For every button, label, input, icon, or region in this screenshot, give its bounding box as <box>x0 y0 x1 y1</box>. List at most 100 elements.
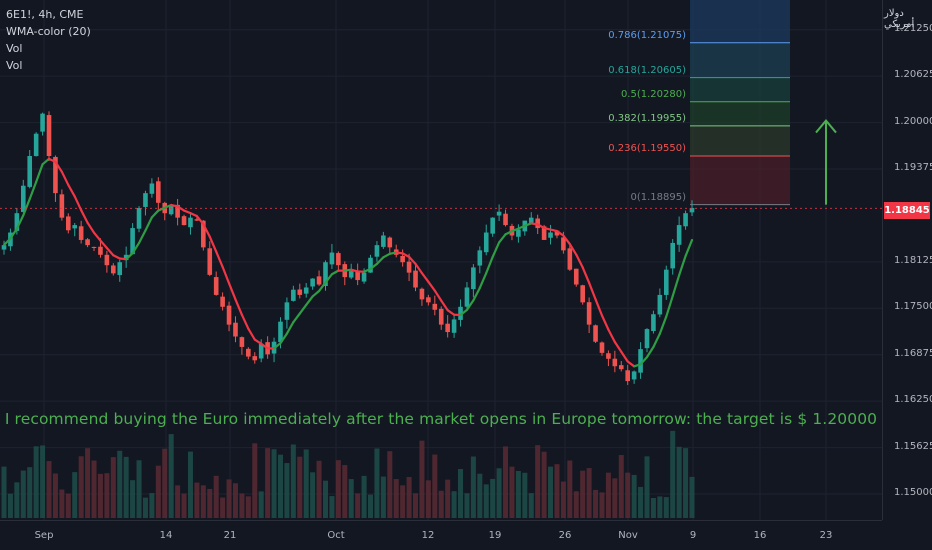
price-axis[interactable]: 1.21250 1.20625 1.20000 1.19375 1.18125 1.175… <box>882 0 932 520</box>
volume-bar <box>284 463 290 518</box>
volume-bar <box>59 489 65 518</box>
chart-plot-area[interactable] <box>0 0 882 520</box>
price-tick-label: 1.21250 <box>894 22 932 34</box>
candle-body <box>226 305 232 325</box>
candle-body <box>657 294 663 315</box>
volume-bar <box>181 493 187 518</box>
volume-bar <box>445 479 451 518</box>
symbol-label[interactable]: 6E1!, 4h, CME <box>6 8 84 21</box>
candle-body <box>683 213 688 227</box>
wma-segment <box>279 332 289 345</box>
volume-bar <box>155 465 161 518</box>
volume-bar <box>451 491 457 518</box>
price-tick-label: 1.18125 <box>894 254 932 266</box>
wma-segment <box>86 221 96 234</box>
wma-segment <box>324 273 334 284</box>
candle-body <box>130 228 135 255</box>
chart-legend: 6E1!, 4h, CME WMA-color (20) Vol Vol <box>6 6 91 74</box>
fib-level-label: 0.786(1.21075) <box>608 29 686 41</box>
wma-segment <box>105 246 115 257</box>
indicator-label[interactable]: WMA-color (20) <box>6 25 91 38</box>
wma-segment <box>285 321 295 335</box>
candle-body <box>123 254 129 261</box>
volume-bar <box>104 473 110 518</box>
candle-body <box>117 262 123 276</box>
wma-segment <box>626 360 636 368</box>
candle-body <box>496 211 502 216</box>
volume-bar <box>644 456 650 518</box>
wma-segment <box>221 265 231 285</box>
currency-label: دولار أمريكي <box>884 8 915 30</box>
wma-segment <box>420 272 430 283</box>
volume-bar <box>65 493 71 518</box>
wma-segment <box>433 289 443 302</box>
fib-zone <box>690 42 790 78</box>
volume-bar <box>342 465 348 518</box>
candle-body <box>156 181 161 203</box>
candle-body <box>631 371 637 380</box>
wma-segment <box>112 254 121 260</box>
candle-body <box>561 237 566 251</box>
volume-bar <box>78 456 84 518</box>
wma-segment <box>465 299 475 311</box>
wma-segment <box>613 340 623 353</box>
candle-body <box>40 113 45 132</box>
candle-body <box>586 302 592 325</box>
wma-segment <box>189 212 198 218</box>
volume-bar <box>316 460 322 518</box>
candle-body <box>445 323 450 333</box>
volume-bar <box>380 476 386 518</box>
wma-segment <box>202 223 211 238</box>
volume-bar <box>387 451 393 518</box>
wma-segment <box>15 214 25 230</box>
volume-bar <box>657 496 663 518</box>
wma-segment <box>182 209 192 215</box>
candle-body <box>59 194 65 218</box>
candle-body <box>670 242 676 269</box>
fib-level-label: 0.236(1.19550) <box>608 143 686 154</box>
wma-segment <box>99 239 108 250</box>
fib-zone <box>690 77 790 102</box>
volume-bar <box>239 493 245 518</box>
volume-bar <box>46 461 52 518</box>
time-tick-label: Nov <box>618 530 638 541</box>
candle-body <box>181 216 187 226</box>
candle-body <box>387 237 393 248</box>
volume-bar <box>618 455 624 518</box>
volume-bar <box>27 467 33 518</box>
volume-bar <box>97 473 103 518</box>
candle-body <box>400 255 405 263</box>
price-tick-label: 1.16875 <box>894 347 932 359</box>
volume-bar <box>663 497 669 518</box>
volume-bar <box>187 451 193 518</box>
price-tick-label: 1.15625 <box>894 440 932 452</box>
volume-bar <box>464 493 470 518</box>
wma-segment <box>440 299 449 312</box>
wma-segment <box>600 314 610 331</box>
volume-bar <box>438 490 444 518</box>
wma-segment <box>157 206 166 212</box>
volume-label-2[interactable]: Vol <box>6 59 23 72</box>
volume-bar <box>232 483 238 518</box>
time-axis[interactable]: Sep 14 21 Oct 12 19 26 Nov 9 16 23 <box>0 520 882 550</box>
price-tick-label: 1.20000 <box>894 115 932 127</box>
wma-segment <box>234 298 244 316</box>
wma-segment <box>658 315 668 335</box>
volume-bar <box>149 493 155 518</box>
volume-bar <box>175 485 181 518</box>
volume-label-1[interactable]: Vol <box>6 42 23 55</box>
wma-segment <box>215 250 224 268</box>
volume-bar <box>110 457 116 518</box>
last-price-badge: 1.18845 <box>884 202 930 219</box>
candle-body <box>580 285 585 303</box>
candle-body <box>233 322 238 337</box>
volume-bar <box>40 445 46 518</box>
wma-segment <box>684 238 694 258</box>
wma-segment <box>498 233 507 244</box>
volume-bar <box>91 460 97 518</box>
annotation-text[interactable]: I recommend buying the Euro immediately … <box>4 410 878 428</box>
fibonacci-retracement[interactable] <box>690 0 790 206</box>
wma-segment <box>555 229 565 237</box>
price-tick-label: 1.19375 <box>894 162 932 173</box>
volume-bar <box>72 472 78 518</box>
